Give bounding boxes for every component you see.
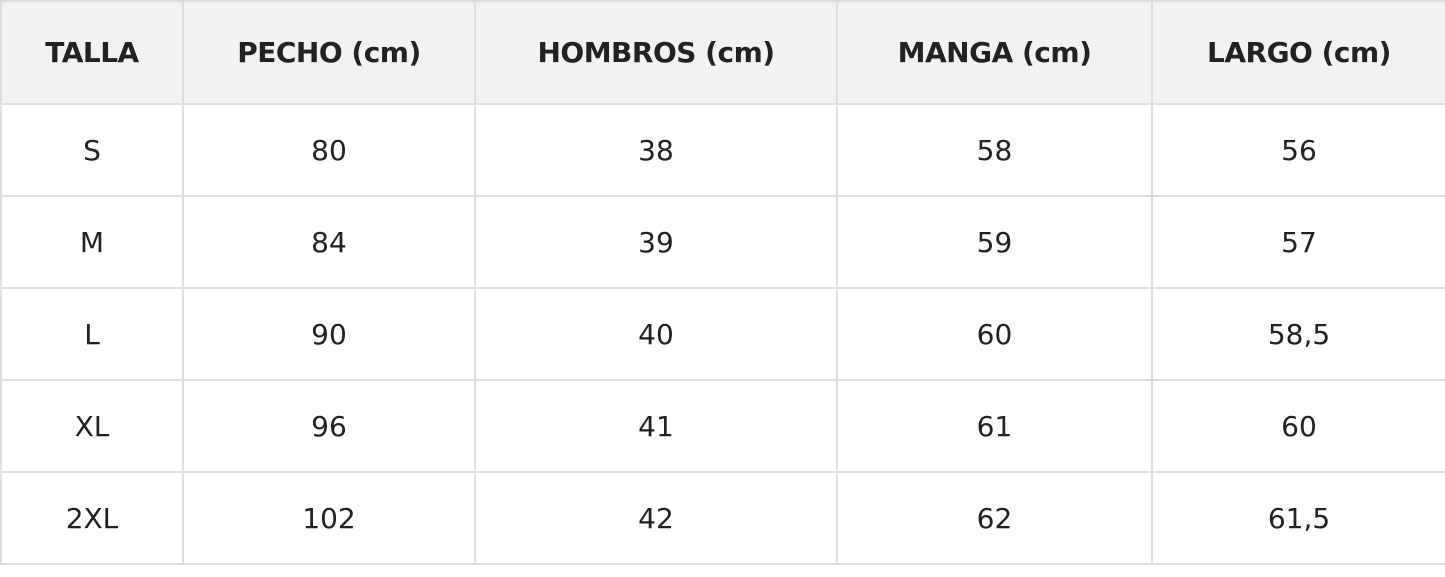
table-cell: 57 — [1151, 195, 1445, 289]
table-row: XL 96 41 61 60 — [0, 379, 1445, 473]
table-body: S 80 38 58 56 M 84 39 59 57 L 90 40 60 58,5 XL 96 41 61 60 2… — [0, 103, 1445, 565]
table-cell: 42 — [474, 471, 838, 565]
table-cell: 58,5 — [1151, 287, 1445, 381]
table-header: TALLA PECHO (cm) HOMBROS (cm) MANGA (cm) LAR… — [0, 0, 1445, 105]
table-cell: 102 — [182, 471, 476, 565]
table-row: L 90 40 60 58,5 — [0, 287, 1445, 381]
table-cell: M — [0, 195, 184, 289]
header-cell: HOMBROS (cm) — [474, 0, 838, 105]
table-row: S 80 38 58 56 — [0, 103, 1445, 197]
table-cell: 60 — [1151, 379, 1445, 473]
table-cell: 38 — [474, 103, 838, 197]
table-row: M 84 39 59 57 — [0, 195, 1445, 289]
table-cell: 96 — [182, 379, 476, 473]
table-cell: 59 — [836, 195, 1153, 289]
table-cell: S — [0, 103, 184, 197]
header-cell: PECHO (cm) — [182, 0, 476, 105]
table-cell: 58 — [836, 103, 1153, 197]
table-cell: L — [0, 287, 184, 381]
table-cell: 60 — [836, 287, 1153, 381]
table-cell: 62 — [836, 471, 1153, 565]
table-cell: 56 — [1151, 103, 1445, 197]
table-cell: 61 — [836, 379, 1153, 473]
table-cell: 80 — [182, 103, 476, 197]
table-cell: 84 — [182, 195, 476, 289]
table-cell: 40 — [474, 287, 838, 381]
header-cell: MANGA (cm) — [836, 0, 1153, 105]
header-cell: TALLA — [0, 0, 184, 105]
table-cell: 39 — [474, 195, 838, 289]
table-cell: 2XL — [0, 471, 184, 565]
table-cell: 61,5 — [1151, 471, 1445, 565]
table-cell: 90 — [182, 287, 476, 381]
table-cell: 41 — [474, 379, 838, 473]
size-table: TALLA PECHO (cm) HOMBROS (cm) MANGA (cm) LAR… — [0, 0, 1445, 565]
header-row: TALLA PECHO (cm) HOMBROS (cm) MANGA (cm) LAR… — [0, 0, 1445, 105]
table-row: 2XL 102 42 62 61,5 — [0, 471, 1445, 565]
header-cell: LARGO (cm) — [1151, 0, 1445, 105]
table-cell: XL — [0, 379, 184, 473]
